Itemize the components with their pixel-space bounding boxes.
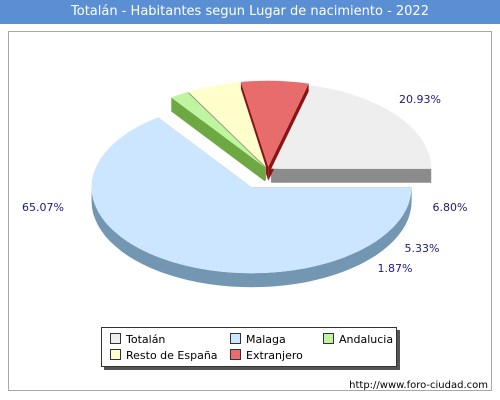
legend-label-totalan: Totalán xyxy=(126,333,166,346)
data-label-andalucia: 1.87% xyxy=(378,262,413,275)
legend-label-resto-de-espana: Resto de España xyxy=(126,349,218,362)
legend-swatch-malaga xyxy=(230,333,241,344)
legend-item-extranjero: Extranjero xyxy=(230,349,303,363)
legend-swatch-andalucia xyxy=(323,333,334,344)
legend-item-totalan: Totalán xyxy=(110,333,165,347)
legend-item-resto-de-espana: Resto de España xyxy=(110,349,218,363)
legend-label-andalucia: Andalucia xyxy=(339,333,394,346)
pie-side-malaga xyxy=(91,187,412,288)
legend-label-extranjero: Extranjero xyxy=(246,349,303,362)
legend-swatch-extranjero xyxy=(230,349,241,360)
pie-edge-totalan-0 xyxy=(271,168,432,183)
legend-label-malaga: Malaga xyxy=(246,333,286,346)
legend-swatch-totalan xyxy=(110,333,121,344)
pie-slice-resto-de-espana xyxy=(188,82,266,167)
data-label-resto-de-espana: 5.33% xyxy=(405,242,440,255)
pie-slice-extranjero xyxy=(240,80,309,167)
chart-title: Totalán - Habitantes segun Lugar de naci… xyxy=(0,0,500,24)
legend-swatch-resto-de-espana xyxy=(110,349,121,360)
pie-slice-malaga xyxy=(91,117,412,274)
data-label-extranjero: 6.80% xyxy=(433,201,468,214)
pie-edge-andalucia-1 xyxy=(171,97,265,182)
pie-slice-andalucia xyxy=(171,92,265,168)
legend: Totalán Malaga Andalucia Resto de España… xyxy=(101,327,397,367)
source-link[interactable]: http://www.foro-ciudad.com xyxy=(349,380,488,391)
pie-slice-totalan xyxy=(271,85,432,169)
data-label-totalan: 20.93% xyxy=(399,93,441,106)
legend-item-andalucia: Andalucia xyxy=(323,333,393,347)
legend-item-malaga: Malaga xyxy=(230,333,286,347)
data-label-malaga: 65.07% xyxy=(22,201,64,214)
